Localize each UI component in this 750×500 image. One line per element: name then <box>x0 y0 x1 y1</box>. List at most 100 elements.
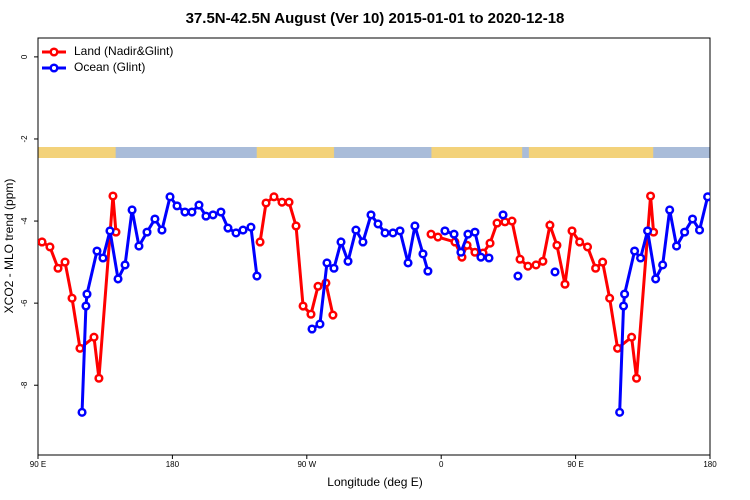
data-point <box>134 241 144 251</box>
data-point <box>81 301 91 311</box>
data-point <box>98 253 108 263</box>
data-point <box>75 343 85 353</box>
data-point <box>180 207 190 217</box>
data-point <box>208 210 218 220</box>
data-point <box>298 301 308 311</box>
data-point <box>307 324 317 334</box>
x-tick-label: 0 <box>439 460 444 469</box>
data-point <box>127 205 137 215</box>
plot-frame <box>37 37 711 456</box>
data-point <box>440 226 450 236</box>
map-strip <box>38 147 710 158</box>
data-point <box>187 207 197 217</box>
data-point <box>329 263 339 273</box>
data-point <box>680 227 690 237</box>
data-point <box>238 225 248 235</box>
data-point <box>60 257 70 267</box>
data-point <box>618 301 629 311</box>
data-point <box>476 252 486 262</box>
data-point <box>423 266 433 276</box>
data-point <box>194 200 204 210</box>
data-point <box>513 271 523 281</box>
y-tick-label: 0 <box>20 54 29 59</box>
data-point <box>231 228 241 238</box>
data-point <box>605 293 615 303</box>
data-point <box>484 253 494 263</box>
data-point <box>620 289 630 299</box>
data-point <box>630 246 640 256</box>
data-point <box>615 407 625 417</box>
data-point <box>463 229 473 239</box>
y-tick-label: -4 <box>20 217 29 225</box>
data-point <box>142 227 152 237</box>
legend-marker <box>49 47 59 57</box>
data-point <box>94 373 104 383</box>
data-point <box>351 225 361 235</box>
data-point <box>631 373 642 383</box>
data-point <box>120 260 130 270</box>
data-point <box>552 240 562 250</box>
data-point <box>291 221 301 231</box>
data-point <box>598 257 608 267</box>
data-point <box>105 226 115 236</box>
data-point <box>646 191 656 201</box>
data-point <box>627 332 637 342</box>
data-point <box>343 256 353 266</box>
data-point <box>538 256 548 266</box>
plot-area <box>38 191 710 417</box>
data-point <box>433 232 443 242</box>
data-point <box>531 260 541 270</box>
data-point <box>613 343 623 353</box>
data-point <box>395 226 405 236</box>
data-point <box>261 198 271 208</box>
data-point <box>322 258 332 268</box>
data-point <box>53 263 63 273</box>
data-point <box>315 319 325 329</box>
data-point <box>45 242 55 252</box>
series-line <box>311 211 430 331</box>
legend: Land (Nadir&Glint) Ocean (Glint) <box>42 44 173 74</box>
data-point <box>336 237 346 247</box>
data-point <box>515 254 525 264</box>
data-point <box>358 237 368 247</box>
data-point <box>201 211 211 221</box>
data-point <box>492 218 502 228</box>
data-point <box>545 220 555 230</box>
data-point <box>388 228 398 238</box>
data-point <box>277 197 287 207</box>
data-point <box>150 214 160 224</box>
data-point <box>575 237 585 247</box>
data-point <box>507 216 517 226</box>
data-point <box>694 225 705 235</box>
data-point <box>687 214 698 224</box>
data-point <box>380 228 390 238</box>
y-tick-label: -8 <box>20 381 29 389</box>
data-point <box>643 226 653 236</box>
data-point <box>269 192 279 202</box>
data-point <box>418 249 428 259</box>
data-point <box>67 293 77 303</box>
data-point <box>108 191 118 201</box>
data-point <box>523 261 533 271</box>
data-point <box>485 238 495 248</box>
x-tick-label: 180 <box>703 460 717 469</box>
data-point <box>172 201 182 211</box>
data-point <box>470 227 480 237</box>
x-tick-label: 90 W <box>297 460 316 469</box>
data-point <box>591 263 601 273</box>
data-point <box>313 281 323 291</box>
data-point <box>665 205 675 215</box>
data-point <box>703 192 710 202</box>
y-tick-label: -2 <box>20 135 29 143</box>
data-point <box>82 289 92 299</box>
legend-marker <box>49 63 59 73</box>
data-point <box>255 237 265 247</box>
data-point <box>403 258 413 268</box>
data-point <box>89 332 99 342</box>
data-point <box>567 226 577 236</box>
x-tick-label: 90 E <box>567 460 583 469</box>
x-tick-label: 180 <box>166 460 180 469</box>
x-tick-label: 90 E <box>30 460 46 469</box>
data-point <box>284 197 294 207</box>
